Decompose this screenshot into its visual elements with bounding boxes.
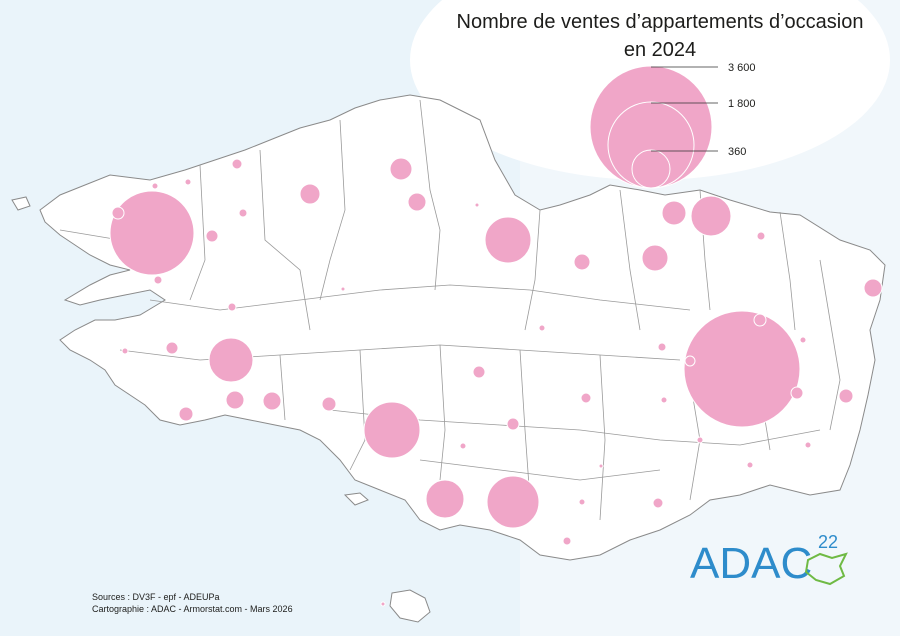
- bubble-small-21: [474, 202, 480, 208]
- map-title-line1: Nombre de ventes d’appartements d’occasi…: [456, 11, 864, 33]
- bubble-small-12: [790, 386, 804, 400]
- map-title-line2: en 2024: [623, 39, 697, 61]
- bubble-guingamp: [407, 192, 427, 212]
- bubble-small-23: [380, 601, 386, 607]
- bubble-saint-brieuc: [484, 216, 532, 264]
- bubble-fougeres: [863, 278, 883, 298]
- bubble-small-22: [340, 286, 346, 292]
- bubble-dinard-north: [641, 244, 669, 272]
- adac-logo: ADAC 22: [690, 532, 848, 588]
- cotes-darmor-shape-icon: [804, 552, 848, 586]
- bubble-loudeac: [573, 253, 591, 271]
- bubble-carhaix: [321, 396, 337, 412]
- island-belle-ile: [389, 589, 431, 623]
- bubble-small-20: [459, 442, 467, 450]
- bubble-concarneau: [262, 391, 282, 411]
- bubble-small-2: [184, 178, 192, 186]
- bubble-small-13: [657, 342, 667, 352]
- bubble-morlaix: [299, 183, 321, 205]
- bubble-pontivy: [363, 401, 421, 459]
- bubble-small-24: [598, 463, 604, 469]
- bubble-small-11: [684, 355, 696, 367]
- bubble-small-17: [538, 324, 546, 332]
- bubble-lannion: [389, 157, 413, 181]
- bubble-lorient: [425, 479, 465, 519]
- legend-label-3600: 3 600: [728, 62, 756, 74]
- bubble-small-6: [153, 275, 163, 285]
- bubble-small-18: [660, 396, 668, 404]
- adac-logo-superscript: 22: [818, 532, 838, 552]
- bubble-brest: [109, 190, 195, 276]
- sources-text: Sources : DV3F - epf - ADEUPa: [92, 592, 220, 602]
- legend-label-1800: 1 800: [728, 98, 756, 110]
- bubble-redon: [652, 497, 664, 509]
- bubble-landerneau: [205, 229, 219, 243]
- bubble-quimperle: [225, 390, 245, 410]
- bubble-small-3: [151, 182, 159, 190]
- bubble-auray: [580, 392, 592, 404]
- bubble-dinan: [661, 200, 687, 226]
- legend-circle-360: [631, 149, 671, 189]
- bubble-small-25: [799, 336, 807, 344]
- bubble-vannes: [486, 475, 540, 529]
- bubble-small-8: [121, 347, 129, 355]
- bubble-douarnenez: [165, 341, 179, 355]
- bubble-small-16: [804, 441, 812, 449]
- credits: Sources : DV3F - epf - ADEUPa Cartograph…: [92, 591, 293, 615]
- bubble-small-4: [238, 208, 248, 218]
- bubble-small-15: [746, 461, 754, 469]
- legend: 3 600 1 800 360: [589, 62, 756, 189]
- bubble-pont-labbe: [178, 406, 194, 422]
- map-title: Nombre de ventes d’appartements d’occasi…: [420, 8, 900, 64]
- island-ouessant: [11, 196, 31, 211]
- cartography-text: Cartographie : ADAC - Armorstat.com - Ma…: [92, 604, 293, 614]
- bubble-muzillac: [562, 536, 572, 546]
- legend-label-360: 360: [728, 146, 746, 158]
- adac-logo-text: ADAC: [690, 539, 812, 588]
- bubble-small-19: [578, 498, 586, 506]
- bubble-small-9: [756, 231, 766, 241]
- bubble-quimper: [208, 337, 254, 383]
- bubble-rennes: [683, 310, 801, 428]
- bubble-ploermel: [506, 417, 520, 431]
- bubble-josselin: [472, 365, 486, 379]
- island-groix: [343, 492, 369, 506]
- bubbles: [109, 157, 883, 607]
- bubble-small-5: [111, 206, 125, 220]
- bubble-vitre: [838, 388, 854, 404]
- bubble-small-7: [227, 302, 237, 312]
- bubble-small-14: [696, 436, 704, 444]
- bubble-small-1: [231, 158, 243, 170]
- bubble-saint-malo: [690, 195, 732, 237]
- bubble-small-10: [753, 313, 767, 327]
